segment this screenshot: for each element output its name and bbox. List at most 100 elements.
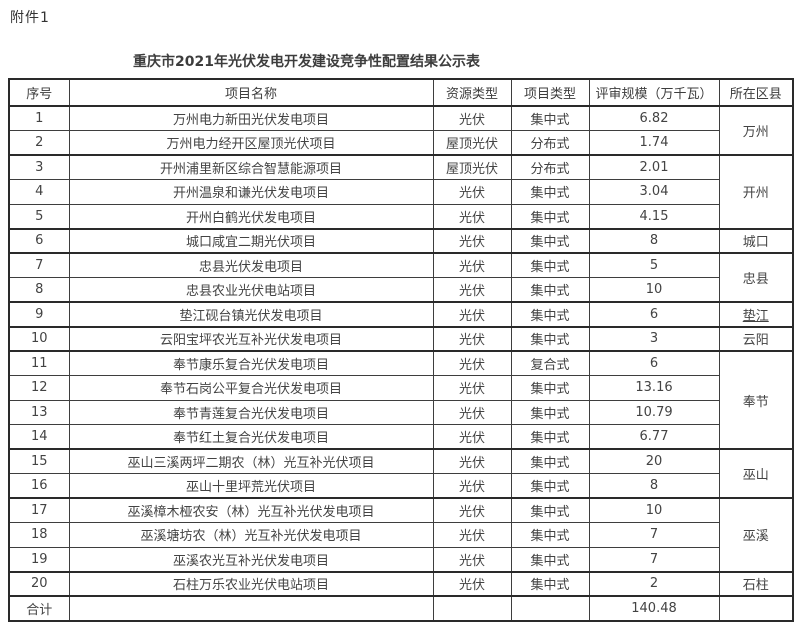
scale-cell-highlighted: 3.04 [588, 179, 720, 205]
row-number-cell: 2 [8, 130, 70, 156]
county-cell: 垫江 [718, 301, 794, 327]
project-name-cell: 开州浦里新区综合智慧能源项目 [68, 154, 434, 180]
project-type-cell: 集中式 [510, 179, 590, 205]
project-name-cell: 巫溪农光互补光伏发电项目 [68, 546, 434, 572]
row-number-cell: 19 [8, 546, 70, 572]
row-number-cell: 20 [8, 570, 70, 597]
county-cell: 巫山 [718, 448, 794, 499]
table-row: 3 开州浦里新区综合智慧能源项目 屋顶光伏 分布式 2.01 开州 [8, 154, 794, 229]
resource-type-cell: 光伏 [432, 448, 512, 474]
resource-type-cell: 屋顶光伏 [432, 130, 512, 156]
resource-type-cell: 光伏 [432, 399, 512, 425]
row-number-cell: 17 [8, 497, 70, 523]
row-number-cell: 14 [8, 424, 70, 450]
scale-cell: 5 [588, 252, 720, 278]
row-number-cell: 5 [8, 203, 70, 229]
scale-cell: 3 [588, 325, 720, 352]
table-row: 2 万州电力经开区屋顶光伏项目 屋顶光伏 分布式 1.74 [8, 130, 793, 156]
scale-cell: 2.01 [588, 154, 720, 180]
scale-cell: 6 [588, 350, 720, 376]
total-county-cell [718, 595, 794, 621]
county-cell: 奉节 [718, 350, 794, 450]
total-label-cell: 合计 [8, 595, 70, 621]
total-resource-type-cell [432, 595, 512, 621]
project-type-cell: 集中式 [510, 546, 590, 572]
scale-cell: 6.77 [588, 424, 720, 450]
table-row: 16 巫山十里坪荒光伏项目 光伏 集中式 8 [8, 473, 793, 499]
scale-cell: 13.16 [588, 375, 720, 401]
project-type-cell: 集中式 [510, 375, 590, 401]
row-number-cell: 8 [8, 277, 70, 303]
table-row: 20 石柱万乐农业光伏电站项目 光伏 集中式 2 石柱 [8, 570, 794, 597]
county-cell: 石柱 [718, 570, 794, 597]
table-row: 17 巫溪樟木桠农安（林）光互补光伏发电项目 光伏 集中式 10 巫溪 [8, 497, 794, 572]
county-cell: 城口 [718, 227, 794, 254]
scale-cell: 10.79 [588, 399, 720, 425]
scale-cell: 8 [588, 227, 720, 254]
row-number-cell: 3 [8, 154, 70, 180]
scale-cell: 20 [588, 448, 720, 474]
scale-cell: 2 [588, 570, 720, 597]
row-number-cell: 16 [8, 473, 70, 499]
project-name-cell: 开州白鹤光伏发电项目 [68, 203, 434, 229]
table-row: 11 奉节康乐复合光伏发电项目 光伏 复合式 6 奉节 [8, 350, 794, 450]
table-row: 15 巫山三溪两坪二期农（林）光互补光伏项目 光伏 集中式 20 巫山 [8, 448, 794, 499]
project-type-cell: 集中式 [510, 448, 590, 474]
header-no: 序号 [8, 78, 70, 107]
scale-cell: 7 [588, 546, 720, 572]
scale-cell: 6 [588, 301, 720, 327]
project-name-cell: 云阳宝坪农光互补光伏发电项目 [68, 325, 434, 352]
table-row: 19 巫溪农光互补光伏发电项目 光伏 集中式 7 [8, 546, 793, 572]
project-name-cell: 奉节青莲复合光伏发电项目 [68, 399, 434, 425]
project-type-cell: 复合式 [510, 350, 590, 376]
project-type-cell: 集中式 [510, 277, 590, 303]
row-number-cell: 7 [8, 252, 70, 278]
header-resource-type: 资源类型 [432, 78, 512, 107]
row-number-cell: 1 [8, 105, 70, 131]
county-cell: 巫溪 [718, 497, 794, 572]
table-row: 6 城口咸宜二期光伏项目 光伏 集中式 8 城口 [8, 227, 794, 254]
scale-cell: 6.82 [588, 105, 720, 131]
county-cell: 云阳 [718, 325, 794, 352]
table-row: 5 开州白鹤光伏发电项目 光伏 集中式 4.15 [8, 203, 793, 229]
scale-cell: 7 [588, 522, 720, 548]
project-name-cell: 巫溪樟木桠农安（林）光互补光伏发电项目 [68, 497, 434, 523]
project-type-cell: 集中式 [510, 105, 590, 131]
table-row: 9 垫江砚台镇光伏发电项目 光伏 集中式 6 垫江 [8, 301, 794, 327]
table-row: 13 奉节青莲复合光伏发电项目 光伏 集中式 10.79 [8, 399, 793, 425]
header-county: 所在区县 [718, 78, 794, 107]
resource-type-cell: 光伏 [432, 424, 512, 450]
resource-type-cell: 光伏 [432, 570, 512, 597]
table-row: 14 奉节红土复合光伏发电项目 光伏 集中式 6.77 [8, 424, 793, 450]
row-number-cell: 15 [8, 448, 70, 474]
resource-type-cell: 光伏 [432, 105, 512, 131]
project-type-cell: 集中式 [510, 424, 590, 450]
table-row: 12 奉节石岗公平复合光伏发电项目 光伏 集中式 13.16 [8, 375, 793, 401]
county-cell: 忠县 [718, 252, 794, 303]
row-number-cell: 10 [8, 325, 70, 352]
resource-type-cell: 光伏 [432, 203, 512, 229]
project-type-cell: 集中式 [510, 399, 590, 425]
table-row: 10 云阳宝坪农光互补光伏发电项目 光伏 集中式 3 云阳 [8, 325, 794, 352]
table-row: 7 忠县光伏发电项目 光伏 集中式 5 忠县 [8, 252, 794, 303]
project-type-cell: 集中式 [510, 522, 590, 548]
page-title: 重庆市2021年光伏发电开发建设竞争性配置结果公示表 [133, 54, 480, 70]
project-type-cell: 分布式 [510, 130, 590, 156]
table-row: 4 开州温泉和谦光伏发电项目 光伏 集中式 3.04 [8, 179, 793, 205]
resource-type-cell: 光伏 [432, 179, 512, 205]
project-name-cell: 奉节康乐复合光伏发电项目 [68, 350, 434, 376]
resource-type-cell: 光伏 [432, 252, 512, 278]
row-number-cell: 18 [8, 522, 70, 548]
resource-type-cell: 屋顶光伏 [432, 154, 512, 180]
table-row: 1 万州电力新田光伏发电项目 光伏 集中式 6.82 万州 [8, 105, 794, 156]
total-row: 合计 140.48 [8, 595, 794, 621]
project-type-cell: 分布式 [510, 154, 590, 180]
project-name-cell: 万州电力新田光伏发电项目 [68, 105, 434, 131]
scale-cell: 10 [588, 497, 720, 523]
county-cell: 万州 [718, 105, 794, 156]
project-name-cell: 奉节石岗公平复合光伏发电项目 [68, 375, 434, 401]
project-type-cell: 集中式 [510, 301, 590, 327]
resource-type-cell: 光伏 [432, 497, 512, 523]
project-type-cell: 集中式 [510, 203, 590, 229]
scale-cell: 8 [588, 473, 720, 499]
